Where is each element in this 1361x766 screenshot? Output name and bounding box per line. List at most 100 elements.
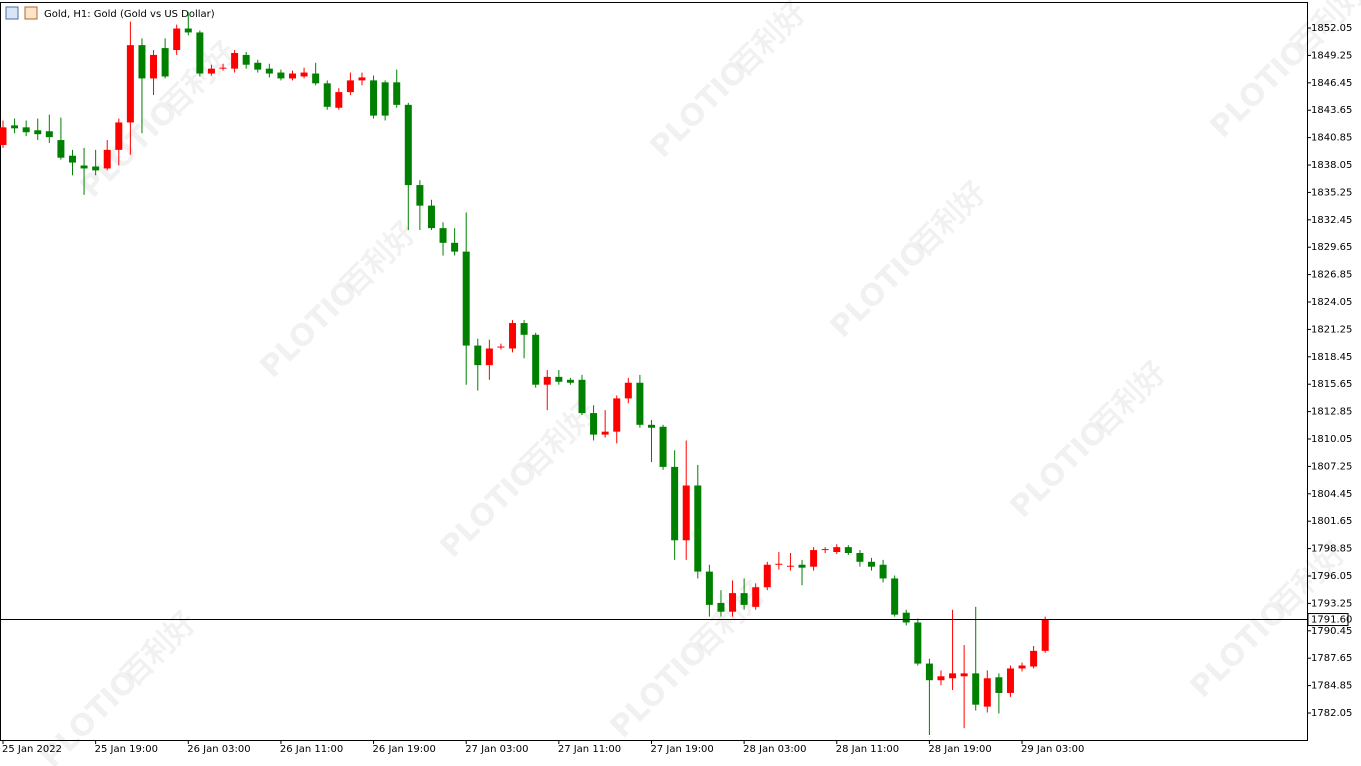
candle-body: [289, 73, 296, 79]
candle-body: [636, 382, 644, 425]
candle-body: [694, 485, 702, 572]
candle-body: [879, 564, 887, 579]
chart-title: Gold, H1: Gold (Gold vs US Dollar): [44, 9, 215, 20]
candle-body: [763, 564, 771, 588]
candle-body: [103, 149, 111, 169]
candle-body: [80, 165, 88, 169]
x-tick-label: 26 Jan 11:00: [280, 744, 343, 755]
candle-body: [22, 127, 30, 133]
candle-body: [1006, 668, 1014, 693]
candle-body: [335, 92, 343, 108]
candle-body: [682, 485, 690, 541]
x-tick-label: 25 Jan 2022: [2, 744, 62, 755]
y-tick-label: 1846.45: [1311, 78, 1352, 89]
candle-body: [427, 205, 435, 229]
candle-body: [740, 593, 748, 605]
candle-body: [300, 72, 308, 77]
candle-body: [891, 578, 899, 615]
candle-body: [821, 549, 829, 551]
y-tick-label: 1796.05: [1311, 571, 1352, 582]
candle-body: [416, 185, 424, 206]
candle-body: [45, 131, 53, 138]
x-tick-label: 27 Jan 11:00: [558, 744, 621, 755]
candle-body: [277, 72, 285, 79]
candle-body: [798, 564, 806, 568]
candle-body: [833, 547, 841, 553]
y-tick-label: 1782.05: [1311, 708, 1352, 719]
candle-body: [705, 571, 713, 605]
candle-body: [138, 45, 146, 79]
candle-body: [323, 83, 331, 107]
candle-body: [207, 68, 215, 74]
x-tick-label: 27 Jan 03:00: [465, 744, 528, 755]
y-tick-label: 1790.45: [1311, 626, 1352, 637]
y-tick-label: 1821.25: [1311, 324, 1352, 335]
candle-body: [393, 82, 401, 105]
price-label: 1791.60: [1311, 615, 1352, 626]
candle-body: [219, 67, 227, 69]
y-tick-label: 1801.65: [1311, 516, 1352, 527]
candle-body: [242, 54, 250, 65]
candle-body: [68, 155, 76, 163]
y-tick-label: 1838.05: [1311, 160, 1352, 171]
candle-body: [937, 676, 945, 681]
candle-body: [671, 466, 679, 541]
y-tick-label: 1807.25: [1311, 461, 1352, 472]
y-tick-label: 1835.25: [1311, 187, 1352, 198]
y-tick-label: 1843.65: [1311, 105, 1352, 116]
candle-body: [370, 80, 378, 116]
candle-body: [497, 346, 505, 348]
y-tick-label: 1832.45: [1311, 215, 1352, 226]
candle-body: [914, 622, 922, 664]
x-tick-label: 28 Jan 03:00: [743, 744, 806, 755]
candle-body: [752, 587, 760, 607]
candle-body: [949, 673, 957, 679]
candle-body: [161, 48, 169, 77]
candle-body: [474, 345, 482, 366]
candle-body: [11, 125, 19, 129]
candle-body: [0, 127, 7, 145]
y-tick-label: 1793.25: [1311, 598, 1352, 609]
candle-body: [150, 54, 158, 79]
candle-body: [462, 251, 470, 346]
y-tick-label: 1849.25: [1311, 50, 1352, 61]
x-tick-label: 28 Jan 11:00: [836, 744, 899, 755]
candle-body: [312, 73, 320, 84]
candle-body: [34, 130, 42, 135]
candle-body: [856, 553, 864, 562]
candle-body: [404, 104, 412, 186]
y-tick-label: 1826.85: [1311, 270, 1352, 281]
candle-body: [647, 424, 655, 428]
candle-body: [184, 28, 192, 33]
x-tick-label: 25 Jan 19:00: [95, 744, 158, 755]
candle-body: [844, 547, 852, 554]
candle-body: [1018, 665, 1026, 669]
candle-body: [717, 602, 725, 612]
x-tick-label: 26 Jan 03:00: [187, 744, 250, 755]
candle-body: [57, 140, 65, 158]
candle-body: [1030, 650, 1038, 667]
y-tick-label: 1784.85: [1311, 681, 1352, 692]
candle-body: [868, 561, 875, 567]
candle-body: [115, 122, 123, 150]
candle-body: [555, 376, 563, 382]
y-tick-label: 1798.85: [1311, 544, 1352, 555]
candle-body: [972, 673, 980, 705]
candle-body: [532, 334, 540, 385]
candle-body: [960, 673, 968, 677]
candle-body: [810, 550, 818, 567]
x-tick-label: 27 Jan 19:00: [650, 744, 713, 755]
candle-body: [995, 677, 1003, 693]
candle-body: [983, 678, 991, 707]
y-tick-label: 1810.05: [1311, 434, 1352, 445]
candle-body: [624, 382, 632, 399]
candle-body: [451, 242, 459, 252]
candle-body: [381, 82, 389, 116]
candle-body: [196, 32, 204, 74]
candle-body: [1041, 619, 1049, 651]
candle-body: [173, 28, 181, 51]
candle-body: [925, 663, 933, 681]
y-tick-label: 1812.85: [1311, 407, 1352, 418]
y-tick-label: 1787.65: [1311, 653, 1352, 664]
